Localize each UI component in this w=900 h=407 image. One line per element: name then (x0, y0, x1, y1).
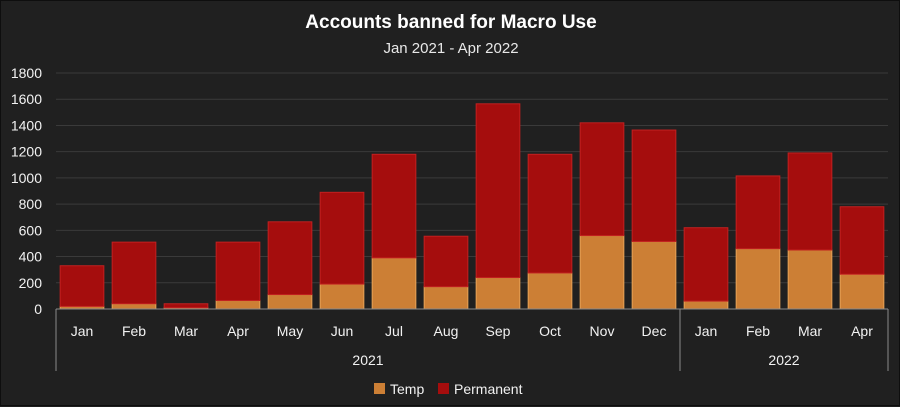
x-tick-label: Apr (227, 323, 249, 339)
y-tick-label: 1200 (11, 144, 42, 160)
bar-permanent (163, 303, 209, 309)
bar-temp (683, 300, 729, 310)
legend-swatch-permanent (438, 383, 449, 394)
y-tick-label: 600 (19, 222, 43, 238)
gridlines (56, 72, 888, 284)
x-group-label: 2022 (768, 352, 799, 368)
x-tick-label: Oct (539, 323, 561, 339)
bar-temp (631, 240, 677, 310)
y-tick-label: 200 (19, 275, 43, 291)
x-tick-label: Aug (434, 323, 459, 339)
legend: Temp Permanent (374, 381, 523, 397)
y-tick-label: 0 (34, 301, 42, 317)
x-group-label: 2021 (352, 352, 383, 368)
bar-temp (787, 249, 833, 310)
bar-temp (475, 277, 521, 310)
bar-permanent (319, 191, 365, 285)
y-tick-label: 800 (19, 196, 43, 212)
bar-temp (319, 283, 365, 310)
bar-temp (371, 257, 417, 310)
x-tick-label: Feb (746, 323, 770, 339)
x-tick-label: Jan (71, 323, 94, 339)
y-tick-label: 1800 (11, 65, 42, 81)
bar-permanent (371, 153, 417, 259)
chart-subtitle: Jan 2021 - Apr 2022 (383, 40, 518, 57)
x-tick-label: Mar (174, 323, 198, 339)
bar-temp (267, 294, 313, 310)
bar-permanent (787, 152, 833, 251)
x-tick-label: May (277, 323, 303, 339)
y-tick-label: 400 (19, 249, 43, 265)
bar-temp (215, 299, 261, 310)
bar-temp (735, 248, 781, 310)
bar-permanent (579, 122, 625, 237)
bar-permanent (215, 241, 261, 301)
y-tick-label: 1600 (11, 91, 42, 107)
bar-temp (579, 235, 625, 310)
x-tick-label: Dec (642, 323, 667, 339)
bar-permanent (631, 129, 677, 242)
x-axis: Jan Feb Mar Apr May Jun Jul Aug Sep Oct Nov Dec Jan F… (55, 308, 889, 371)
bar-permanent (59, 265, 105, 307)
bar-temp (527, 272, 573, 310)
legend-swatch-temp (374, 383, 385, 394)
bar-permanent (475, 103, 521, 279)
bar-permanent (423, 235, 469, 288)
y-tick-label: 1400 (11, 117, 42, 133)
bar-permanent (267, 221, 313, 296)
bar-temp (423, 286, 469, 310)
x-tick-label: Jul (385, 323, 403, 339)
chart-title: Accounts banned for Macro Use (305, 12, 596, 33)
bar-temp (839, 273, 885, 310)
bar-temp (111, 303, 157, 310)
x-tick-label: Jun (331, 323, 354, 339)
y-tick-label: 1000 (11, 170, 42, 186)
legend-label-temp: Temp (390, 381, 424, 397)
x-tick-label: Mar (798, 323, 822, 339)
bar-permanent (683, 227, 729, 302)
bar-permanent (111, 241, 157, 305)
bar-permanent (735, 175, 781, 250)
y-axis-ticks: 0 200 400 600 800 1000 1200 1400 1600 1800 (11, 65, 42, 317)
x-tick-label: Sep (486, 323, 511, 339)
bar-permanent (839, 206, 885, 275)
x-tick-label: Jan (695, 323, 718, 339)
bars (59, 103, 885, 310)
x-tick-label: Nov (590, 323, 615, 339)
legend-label-permanent: Permanent (454, 381, 523, 397)
x-tick-label: Feb (122, 323, 146, 339)
x-tick-label: Apr (851, 323, 873, 339)
bar-permanent (527, 153, 573, 274)
